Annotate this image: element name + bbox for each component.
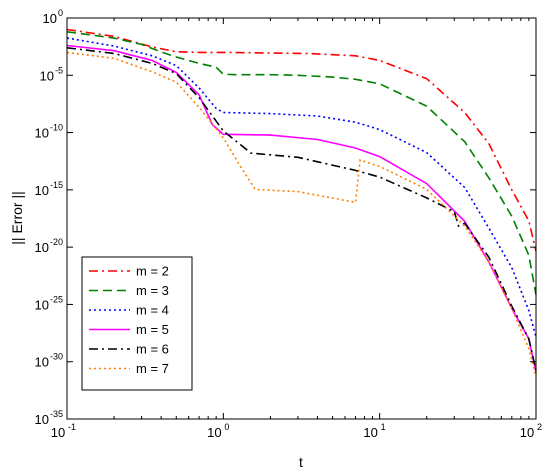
y-tick-label-base: 10 — [35, 355, 49, 370]
legend-label: m = 3 — [136, 283, 169, 298]
legend-label: m = 5 — [136, 322, 169, 337]
x-tick-label: 10 0 — [207, 422, 229, 440]
y-tick-label-base: 10 — [43, 11, 57, 26]
legend-item-m7: m = 7 — [89, 361, 169, 376]
x-tick-label-exponent: 1 — [381, 422, 386, 432]
y-tick-label-base: 10 — [35, 240, 49, 255]
series-layer — [66, 28, 537, 377]
x-tick-label-exponent: -1 — [68, 422, 76, 432]
legend-label: m = 4 — [136, 303, 169, 318]
legend-label: m = 2 — [136, 264, 169, 279]
x-tick-label-base: 10 — [51, 425, 65, 440]
legend-item-m5: m = 5 — [89, 322, 169, 337]
y-tick-label-exponent: -30 — [50, 352, 63, 362]
y-tick-label-exponent: -35 — [50, 409, 63, 419]
x-tick-label: 10 1 — [363, 422, 385, 440]
legend-label: m = 7 — [136, 361, 169, 376]
y-tick-label-exponent: -5 — [55, 65, 63, 75]
x-tick-label-base: 10 — [207, 425, 221, 440]
x-tick-label-exponent: 2 — [537, 422, 542, 432]
y-tick-label-base: 10 — [35, 297, 49, 312]
plot-frame — [66, 17, 537, 420]
series-line-m2 — [66, 28, 537, 252]
legend-item-m3: m = 3 — [89, 283, 169, 298]
y-tick-label-exponent: -10 — [50, 123, 63, 133]
y-tick-label-base: 10 — [40, 68, 54, 83]
series-line-m5 — [66, 44, 537, 373]
legend-item-m4: m = 4 — [89, 303, 169, 318]
y-tick-label-base: 10 — [35, 412, 49, 427]
x-tick-label-base: 10 — [363, 425, 377, 440]
y-tick-label-exponent: 0 — [58, 8, 63, 18]
y-tick-label-exponent: -20 — [50, 237, 63, 247]
x-tick-label: 10 -1 — [51, 422, 76, 440]
x-tick-label: 10 2 — [520, 422, 542, 440]
series-line-m3 — [66, 31, 537, 295]
legend-label: m = 6 — [136, 342, 169, 357]
series-line-m6 — [66, 47, 537, 371]
y-tick-label: 010 — [43, 8, 63, 26]
y-tick-label: -510 — [40, 65, 63, 83]
y-tick-label-base: 10 — [35, 183, 49, 198]
y-tick-label-exponent: -25 — [50, 294, 63, 304]
y-axis-label: || Error || — [9, 191, 25, 244]
legend-item-m2: m = 2 — [89, 264, 169, 279]
y-tick-label-exponent: -15 — [50, 180, 63, 190]
y-tick-label-base: 10 — [35, 126, 49, 141]
tick-layer: 10 -1 10 0 10 1 10 2010-510-1010-1510-2010-2510… — [35, 8, 543, 440]
legend: m = 2 m = 3 m = 4 m = 5 m = 6 m = 7 — [81, 256, 193, 391]
x-tick-label-exponent: 0 — [224, 422, 229, 432]
x-tick-label-base: 10 — [520, 425, 534, 440]
legend-item-m6: m = 6 — [89, 342, 169, 357]
x-axis-label: t — [299, 454, 303, 470]
